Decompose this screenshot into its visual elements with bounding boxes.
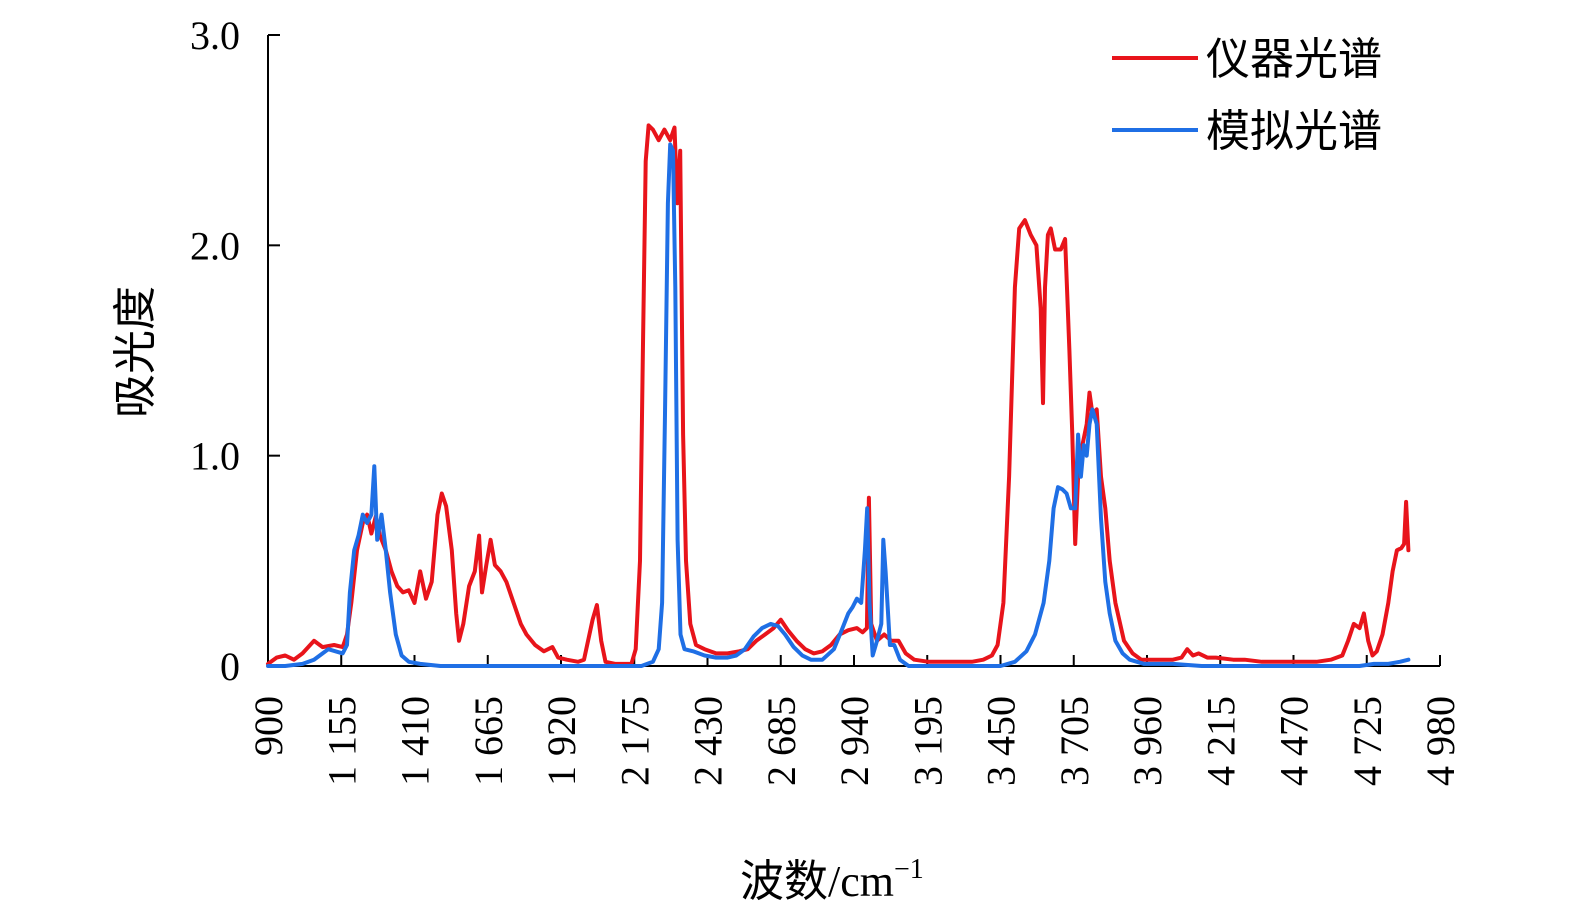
x-tick-label: 4 470 (1272, 696, 1317, 786)
series-line-2 (266, 142, 1411, 668)
x-tick-label: 1 410 (393, 696, 438, 786)
x-tick-label: 900 (246, 696, 291, 756)
legend-label-1: 仪器光谱 (1206, 35, 1382, 84)
x-tick-label: 1 665 (466, 696, 511, 786)
x-tick-label: 2 430 (686, 696, 731, 786)
y-tick-label: 0 (220, 644, 240, 689)
y-tick-label: 1.0 (190, 434, 240, 479)
series-layer (266, 123, 1411, 668)
x-tick-label: 4 980 (1418, 696, 1463, 786)
x-tick-label: 2 685 (759, 696, 804, 786)
x-tick-label: 3 195 (905, 696, 950, 786)
x-tick-label: 1 155 (319, 696, 364, 786)
x-axis-title: 波数/cm−1 (740, 854, 924, 906)
axes: 0 1.0 2.0 3.0 900 1 155 1 410 1 665 1 920 2 175 2 … (190, 13, 1463, 786)
x-axis-title-superscript: −1 (894, 854, 924, 885)
x-tick-label: 3 960 (1125, 696, 1170, 786)
x-tick-label: 3 450 (979, 696, 1024, 786)
x-tick-label: 2 940 (832, 696, 877, 786)
y-tick-label: 3.0 (190, 13, 240, 58)
x-tick-label: 3 705 (1052, 696, 1097, 786)
x-tick-label: 2 175 (612, 696, 657, 786)
x-tick-label: 1 920 (539, 696, 584, 786)
y-axis-title: 吸光度 (111, 286, 160, 418)
y-tick-label: 2.0 (190, 223, 240, 268)
x-tick-label: 4 215 (1198, 696, 1243, 786)
x-axis-title-text: 波数/cm (740, 857, 894, 906)
series-line-1 (266, 123, 1411, 666)
legend-label-2: 模拟光谱 (1206, 107, 1382, 156)
x-tick-label: 4 725 (1345, 696, 1390, 786)
